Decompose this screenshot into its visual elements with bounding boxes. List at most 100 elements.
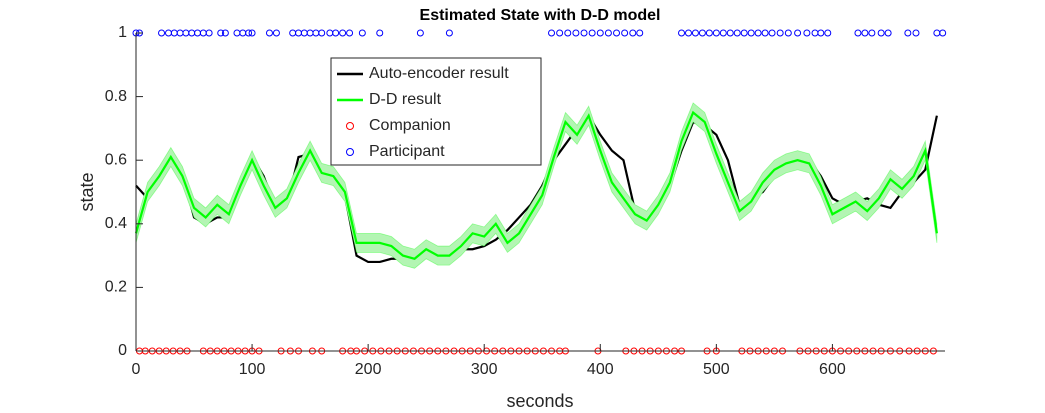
scatter-point [884,29,892,37]
x-tick-label: 500 [703,361,730,378]
scatter-point [265,29,273,37]
scatter-point [205,29,213,37]
scatter-point [621,29,629,37]
scatter-point [811,29,819,37]
scatter-point [854,29,862,37]
scatter-point [182,29,190,37]
scatter-point [817,29,825,37]
scatter-point [358,29,366,37]
scatter-point [678,29,686,37]
scatter-point [245,29,253,37]
legend-label: Auto-encoder result [369,65,509,82]
x-tick-label: 200 [355,361,382,378]
scatter-point [272,29,280,37]
scatter-point [747,29,755,37]
legend-label: Participant [369,143,445,160]
scatter-point [556,29,564,37]
legend-swatch [346,148,354,156]
scatter-point [548,29,556,37]
scatter-point [698,29,706,37]
scatter-point [904,29,912,37]
scatter-point [824,29,832,37]
x-tick-label: 300 [471,361,498,378]
scatter-point [861,29,869,37]
scatter-point [326,29,334,37]
scatter-point [194,29,202,37]
legend-swatch [346,122,354,130]
y-tick-label: 0.2 [105,279,127,296]
scatter-point [604,29,612,37]
scatter-point [939,29,947,37]
scatter-point [170,29,178,37]
plot-area [132,29,947,355]
scatter-point [339,29,347,37]
scatter-point [306,29,314,37]
scatter-point [300,29,308,37]
scatter-point [691,29,699,37]
scatter-point [445,29,453,37]
y-tick-label: 0.8 [105,88,127,105]
line-series [134,110,938,260]
scatter-point [376,29,384,37]
scatter-point [726,29,734,37]
scatter-point [332,29,340,37]
scatter-point [912,29,920,37]
scatter-point [776,29,784,37]
scatter-point [416,29,424,37]
scatter-point [705,29,713,37]
y-axis-label: state [77,172,97,211]
scatter-point [233,29,241,37]
scatter-point [239,29,247,37]
chart-title: Estimated State with D-D model [420,7,661,24]
scatter-point [312,29,320,37]
scatter-point [188,29,196,37]
scatter-point [684,29,692,37]
scatter-point [588,29,596,37]
legend: Auto-encoder result D-D result Companion Pa… [330,57,542,166]
scatter-point [176,29,184,37]
scatter-point [294,29,302,37]
scatter-point [346,29,354,37]
y-tick-label: 1 [118,24,127,41]
scatter-point [719,29,727,37]
scatter-point [784,29,792,37]
scatter-point [740,29,748,37]
x-tick-label: 600 [819,361,846,378]
scatter-point [803,29,811,37]
x-tick-label: 400 [587,361,614,378]
scatter-point [733,29,741,37]
scatter-point [629,29,637,37]
scatter-point [158,29,166,37]
scatter-point [164,29,172,37]
legend-box [330,57,542,166]
y-tick-label: 0 [118,342,127,359]
scatter-point [613,29,621,37]
scatter-point [572,29,580,37]
scatter-point [199,29,207,37]
scatter-point [289,29,297,37]
scatter-point [761,29,769,37]
confidence-band [135,102,938,269]
scatter-point [564,29,572,37]
x-tick-label: 0 [132,361,141,378]
scatter-point [712,29,720,37]
scatter-point [221,29,229,37]
scatter-point [933,29,941,37]
scatter-point [768,29,776,37]
legend-label: Companion [369,117,451,134]
x-axis-label: seconds [506,391,573,411]
x-tick-label: 100 [239,361,266,378]
scatter-point [248,29,256,37]
scatter-point [217,29,225,37]
scatter-point [868,29,876,37]
y-tick-label: 0.4 [105,215,127,232]
scatter-point [877,29,885,37]
scatter-point [754,29,762,37]
y-tick-label: 0.6 [105,151,127,168]
legend-label: D-D result [369,91,442,108]
scatter-point [580,29,588,37]
scatter-point [318,29,326,37]
scatter-point [794,29,802,37]
scatter-point [596,29,604,37]
